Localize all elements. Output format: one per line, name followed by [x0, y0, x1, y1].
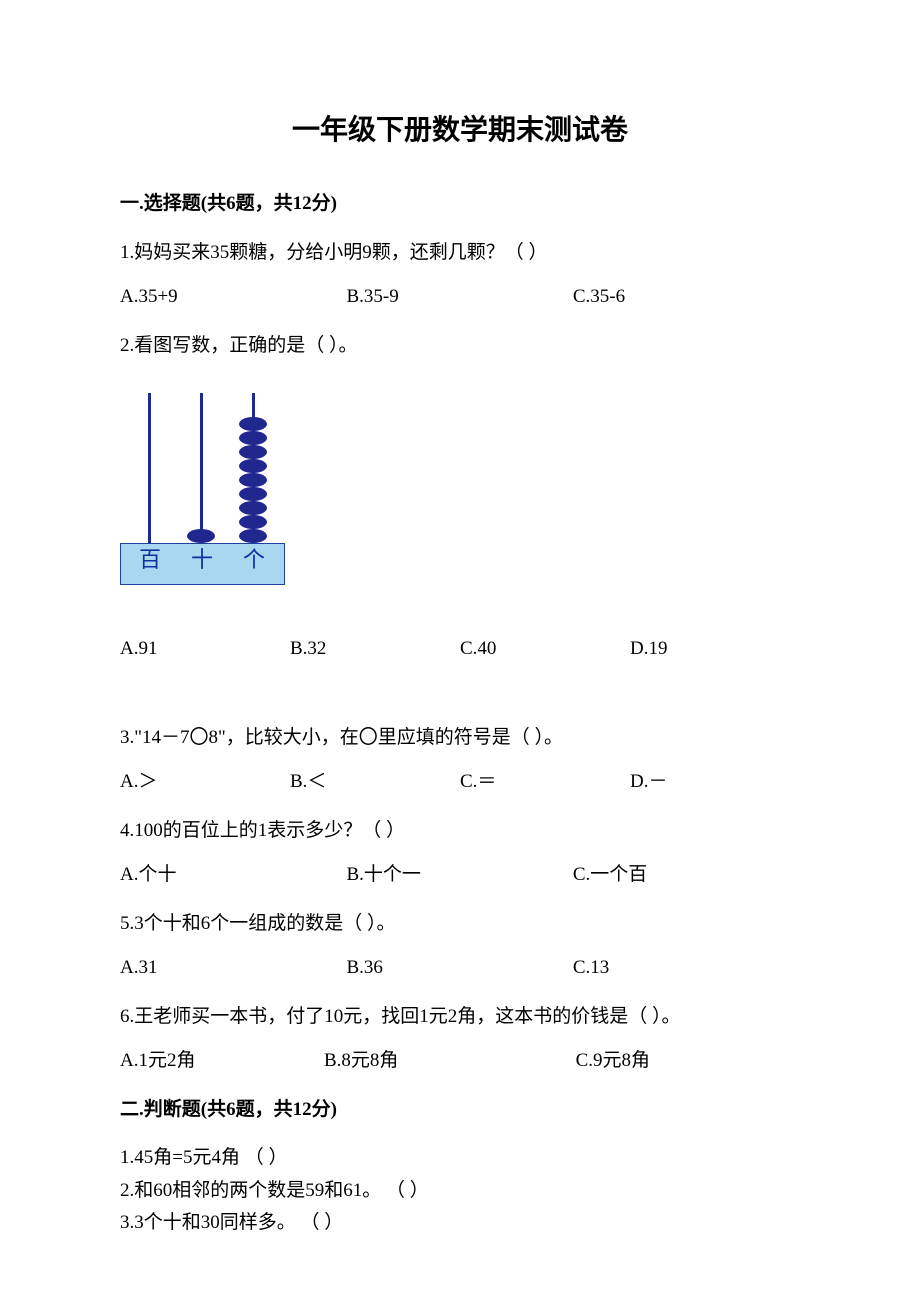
question-5: 5.3个十和6个一组成的数是（ ）。 A.31 B.36 C.13 [120, 910, 800, 983]
q1-text: 1.妈妈买来35颗糖，分给小明9颗，还剩几颗？（ ） [120, 239, 800, 268]
abacus-label-shi: 十 [191, 543, 213, 576]
abacus-rod-ge [252, 393, 255, 543]
q5-options: A.31 B.36 C.13 [120, 954, 800, 983]
abacus-bead [187, 529, 215, 543]
q3-opt-b: B.＜ [290, 768, 460, 797]
abacus-rod-bai [148, 393, 151, 543]
abacus-bead [239, 431, 267, 445]
abacus-bead [239, 445, 267, 459]
tf-q2: 2.和60相邻的两个数是59和61。 （ ） [120, 1177, 800, 1206]
q2-opt-a: A.91 [120, 635, 290, 664]
q2-opt-d: D.19 [630, 635, 800, 664]
question-1: 1.妈妈买来35颗糖，分给小明9颗，还剩几颗？（ ） A.35+9 B.35-9… [120, 239, 800, 312]
abacus-bead [239, 459, 267, 473]
tf-q3: 3.3个十和30同样多。 （ ） [120, 1209, 800, 1238]
q3-text: 3."14－7〇8"，比较大小，在〇里应填的符号是（ ）。 [120, 724, 800, 753]
q6-options: A.1元2角 B.8元8角 C.9元8角 [120, 1047, 800, 1076]
q3-opt-c: C.＝ [460, 768, 630, 797]
q4-opt-c: C.一个百 [573, 861, 799, 890]
q5-opt-a: A.31 [120, 954, 346, 983]
q2-opt-c: C.40 [460, 635, 630, 664]
abacus-bead [239, 417, 267, 431]
q4-opt-a: A.个十 [120, 861, 346, 890]
abacus-diagram: 百 十 个 [120, 390, 800, 585]
tf-q1: 1.45角=5元4角 （ ） [120, 1144, 800, 1173]
q3-opt-a: A.＞ [120, 768, 290, 797]
abacus-bead [239, 501, 267, 515]
q1-opt-b: B.35-9 [346, 283, 572, 312]
q6-opt-c: C.9元8角 [576, 1047, 800, 1076]
question-3: 3."14－7〇8"，比较大小，在〇里应填的符号是（ ）。 A.＞ B.＜ C.… [120, 724, 800, 797]
abacus-bead [239, 515, 267, 529]
abacus-bead [239, 529, 267, 543]
q1-options: A.35+9 B.35-9 C.35-6 [120, 283, 800, 312]
question-2: 2.看图写数，正确的是（ ）。 百 十 个 [120, 332, 800, 664]
q6-opt-a: A.1元2角 [120, 1047, 324, 1076]
q2-options: A.91 B.32 C.40 D.19 [120, 635, 800, 664]
q1-opt-c: C.35-6 [573, 283, 799, 312]
abacus-rod-shi [200, 393, 203, 543]
q6-opt-b: B.8元8角 [324, 1047, 576, 1076]
q1-opt-a: A.35+9 [120, 283, 346, 312]
q5-opt-c: C.13 [573, 954, 799, 983]
q4-opt-b: B.十个一 [346, 861, 572, 890]
question-4: 4.100的百位上的1表示多少？（ ） A.个十 B.十个一 C.一个百 [120, 817, 800, 890]
q3-options: A.＞ B.＜ C.＝ D.－ [120, 768, 800, 797]
q2-text: 2.看图写数，正确的是（ ）。 [120, 332, 800, 361]
q5-text: 5.3个十和6个一组成的数是（ ）。 [120, 910, 800, 939]
abacus-label-bai: 百 [139, 543, 161, 576]
q2-opt-b: B.32 [290, 635, 460, 664]
abacus-bead [239, 473, 267, 487]
question-6: 6.王老师买一本书，付了10元，找回1元2角，这本书的价钱是（ ）。 A.1元2… [120, 1003, 800, 1076]
abacus-label-ge: 个 [243, 543, 265, 576]
q4-options: A.个十 B.十个一 C.一个百 [120, 861, 800, 890]
section-2-header: 二.判断题(共6题，共12分) [120, 1096, 800, 1125]
section-1-header: 一.选择题(共6题，共12分) [120, 190, 800, 219]
abacus-bead [239, 487, 267, 501]
abacus-base: 百 十 个 [120, 543, 285, 585]
page-title: 一年级下册数学期末测试卷 [120, 110, 800, 152]
q3-opt-d: D.－ [630, 768, 800, 797]
q5-opt-b: B.36 [346, 954, 572, 983]
q6-text: 6.王老师买一本书，付了10元，找回1元2角，这本书的价钱是（ ）。 [120, 1003, 800, 1032]
q4-text: 4.100的百位上的1表示多少？（ ） [120, 817, 800, 846]
